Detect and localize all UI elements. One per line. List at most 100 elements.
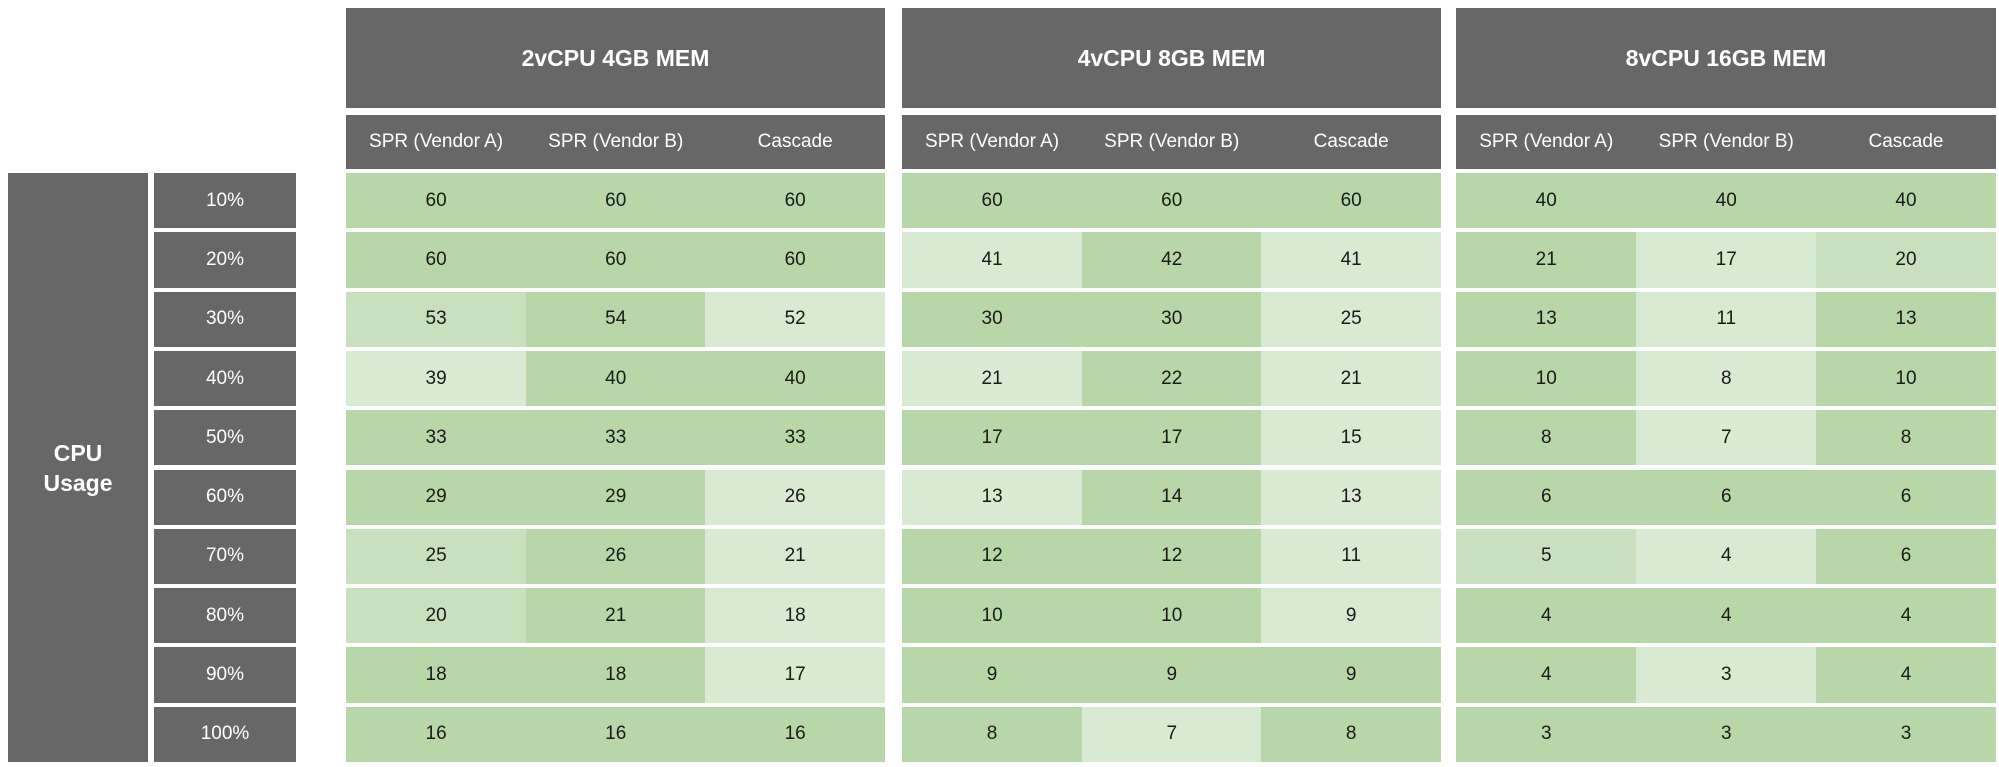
data-cell: 15 bbox=[1261, 410, 1441, 466]
data-cell: 4 bbox=[1816, 588, 1996, 644]
data-cell: 11 bbox=[1261, 528, 1441, 585]
data-cell: 12 bbox=[902, 528, 1083, 585]
data-cell: 40 bbox=[525, 350, 706, 407]
row-label: 100% bbox=[154, 706, 296, 762]
data-cell: 16 bbox=[346, 706, 527, 762]
row-axis-label-line: Usage bbox=[43, 469, 113, 496]
column-header: Cascade bbox=[1816, 115, 1996, 169]
data-cell: 13 bbox=[1816, 291, 1996, 347]
data-cell: 60 bbox=[705, 173, 885, 229]
data-cell: 10 bbox=[902, 588, 1083, 644]
data-cell: 17 bbox=[1081, 410, 1262, 466]
data-cell: 60 bbox=[1081, 173, 1262, 229]
data-cell: 9 bbox=[1261, 588, 1441, 644]
data-cell: 8 bbox=[1636, 350, 1817, 407]
data-cell: 54 bbox=[525, 291, 706, 347]
data-cell: 7 bbox=[1081, 706, 1262, 762]
data-cell: 21 bbox=[525, 588, 706, 644]
data-cell: 60 bbox=[525, 232, 706, 288]
data-cell: 30 bbox=[1081, 291, 1262, 347]
data-cell: 18 bbox=[346, 647, 527, 703]
data-cell: 40 bbox=[1456, 173, 1637, 229]
data-cell: 12 bbox=[1081, 528, 1262, 585]
data-cell: 41 bbox=[1261, 232, 1441, 288]
data-cell: 4 bbox=[1636, 528, 1817, 585]
data-cell: 17 bbox=[902, 410, 1083, 466]
row-axis-label: CPU Usage bbox=[8, 173, 148, 762]
group-header: 2vCPU 4GB MEM bbox=[346, 8, 885, 108]
data-cell: 42 bbox=[1081, 232, 1262, 288]
data-cell: 11 bbox=[1636, 291, 1817, 347]
data-cell: 9 bbox=[902, 647, 1083, 703]
column-header: SPR (Vendor B) bbox=[1081, 115, 1262, 169]
data-cell: 13 bbox=[1261, 469, 1441, 525]
data-cell: 26 bbox=[525, 528, 706, 585]
data-cell: 60 bbox=[346, 173, 527, 229]
data-cell: 7 bbox=[1636, 410, 1817, 466]
data-cell: 21 bbox=[1261, 350, 1441, 407]
data-cell: 3 bbox=[1456, 706, 1637, 762]
data-cell: 13 bbox=[1456, 291, 1637, 347]
data-cell: 60 bbox=[902, 173, 1083, 229]
row-label: 60% bbox=[154, 469, 296, 525]
data-cell: 40 bbox=[1816, 173, 1996, 229]
data-cell: 41 bbox=[902, 232, 1083, 288]
column-header: Cascade bbox=[1261, 115, 1441, 169]
data-cell: 9 bbox=[1081, 647, 1262, 703]
data-cell: 60 bbox=[705, 232, 885, 288]
data-cell: 8 bbox=[902, 706, 1083, 762]
column-header: SPR (Vendor B) bbox=[1636, 115, 1817, 169]
data-cell: 3 bbox=[1636, 647, 1817, 703]
data-cell: 5 bbox=[1456, 528, 1637, 585]
data-cell: 17 bbox=[705, 647, 885, 703]
column-header: Cascade bbox=[705, 115, 885, 169]
data-cell: 21 bbox=[705, 528, 885, 585]
data-cell: 40 bbox=[1636, 173, 1817, 229]
data-cell: 4 bbox=[1456, 647, 1637, 703]
data-cell: 25 bbox=[346, 528, 527, 585]
data-cell: 3 bbox=[1816, 706, 1996, 762]
data-cell: 33 bbox=[705, 410, 885, 466]
data-cell: 22 bbox=[1081, 350, 1262, 407]
data-cell: 33 bbox=[346, 410, 527, 466]
data-cell: 21 bbox=[902, 350, 1083, 407]
data-cell: 40 bbox=[705, 350, 885, 407]
data-cell: 13 bbox=[902, 469, 1083, 525]
data-cell: 9 bbox=[1261, 647, 1441, 703]
data-cell: 4 bbox=[1636, 588, 1817, 644]
data-cell: 6 bbox=[1636, 469, 1817, 525]
data-cell: 4 bbox=[1816, 647, 1996, 703]
data-cell: 8 bbox=[1261, 706, 1441, 762]
data-cell: 6 bbox=[1456, 469, 1637, 525]
data-cell: 53 bbox=[346, 291, 527, 347]
data-cell: 20 bbox=[346, 588, 527, 644]
row-label: 10% bbox=[154, 173, 296, 229]
data-cell: 21 bbox=[1456, 232, 1637, 288]
data-cell: 30 bbox=[902, 291, 1083, 347]
data-cell: 16 bbox=[705, 706, 885, 762]
data-cell: 52 bbox=[705, 291, 885, 347]
row-label: 50% bbox=[154, 410, 296, 466]
data-cell: 60 bbox=[525, 173, 706, 229]
data-cell: 18 bbox=[525, 647, 706, 703]
data-cell: 60 bbox=[346, 232, 527, 288]
row-label: 70% bbox=[154, 528, 296, 585]
data-cell: 4 bbox=[1456, 588, 1637, 644]
data-cell: 25 bbox=[1261, 291, 1441, 347]
data-cell: 8 bbox=[1816, 410, 1996, 466]
data-cell: 10 bbox=[1816, 350, 1996, 407]
data-cell: 6 bbox=[1816, 469, 1996, 525]
group-header: 4vCPU 8GB MEM bbox=[902, 8, 1441, 108]
data-cell: 17 bbox=[1636, 232, 1817, 288]
column-header: SPR (Vendor A) bbox=[1456, 115, 1637, 169]
data-cell: 3 bbox=[1636, 706, 1817, 762]
group-header: 8vCPU 16GB MEM bbox=[1456, 8, 1996, 108]
data-cell: 29 bbox=[346, 469, 527, 525]
data-cell: 60 bbox=[1261, 173, 1441, 229]
column-header: SPR (Vendor A) bbox=[902, 115, 1083, 169]
data-cell: 20 bbox=[1816, 232, 1996, 288]
data-cell: 33 bbox=[525, 410, 706, 466]
data-cell: 16 bbox=[525, 706, 706, 762]
row-label: 80% bbox=[154, 588, 296, 644]
